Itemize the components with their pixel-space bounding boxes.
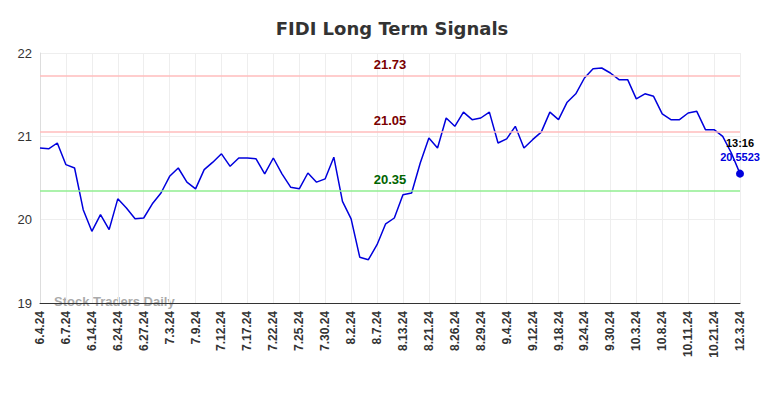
svg-text:21.05: 21.05 — [374, 113, 407, 128]
svg-text:8.26.24: 8.26.24 — [448, 311, 462, 351]
svg-text:20: 20 — [18, 212, 32, 227]
svg-text:6.7.24: 6.7.24 — [59, 311, 73, 345]
svg-text:8.21.24: 8.21.24 — [422, 311, 436, 351]
svg-text:12.3.24: 12.3.24 — [733, 311, 747, 351]
svg-text:7.3.24: 7.3.24 — [163, 311, 177, 345]
svg-text:13:16: 13:16 — [726, 137, 754, 149]
svg-text:8.29.24: 8.29.24 — [474, 311, 488, 351]
svg-text:10.11.24: 10.11.24 — [681, 311, 695, 357]
svg-text:20.35: 20.35 — [374, 172, 407, 187]
svg-text:9.30.24: 9.30.24 — [603, 311, 617, 351]
svg-text:7.25.24: 7.25.24 — [292, 311, 306, 351]
svg-text:10.3.24: 10.3.24 — [629, 311, 643, 351]
svg-text:6.27.24: 6.27.24 — [137, 311, 151, 351]
svg-text:21.73: 21.73 — [374, 57, 407, 72]
svg-text:7.22.24: 7.22.24 — [266, 311, 280, 351]
svg-text:8.7.24: 8.7.24 — [370, 311, 384, 345]
svg-text:Stock Traders Daily: Stock Traders Daily — [54, 294, 175, 309]
svg-text:10.8.24: 10.8.24 — [655, 311, 669, 351]
svg-text:9.24.24: 9.24.24 — [577, 311, 591, 351]
svg-text:6.4.24: 6.4.24 — [33, 311, 47, 345]
svg-text:9.12.24: 9.12.24 — [526, 311, 540, 351]
svg-text:7.12.24: 7.12.24 — [214, 311, 228, 351]
svg-text:10.21.24: 10.21.24 — [707, 311, 721, 358]
svg-text:8.2.24: 8.2.24 — [344, 311, 358, 345]
svg-text:FIDI Long Term Signals: FIDI Long Term Signals — [276, 18, 509, 39]
svg-text:7.30.24: 7.30.24 — [318, 311, 332, 351]
svg-text:9.4.24: 9.4.24 — [500, 311, 514, 345]
svg-text:19: 19 — [18, 296, 32, 311]
svg-text:6.24.24: 6.24.24 — [111, 311, 125, 351]
svg-text:7.9.24: 7.9.24 — [189, 311, 203, 345]
svg-text:8.13.24: 8.13.24 — [396, 311, 410, 351]
svg-text:7.17.24: 7.17.24 — [240, 311, 254, 351]
svg-text:21: 21 — [18, 129, 32, 144]
svg-text:9.18.24: 9.18.24 — [552, 311, 566, 351]
svg-text:20.5523: 20.5523 — [720, 151, 760, 163]
svg-text:22: 22 — [18, 46, 32, 61]
svg-text:6.14.24: 6.14.24 — [85, 311, 99, 351]
